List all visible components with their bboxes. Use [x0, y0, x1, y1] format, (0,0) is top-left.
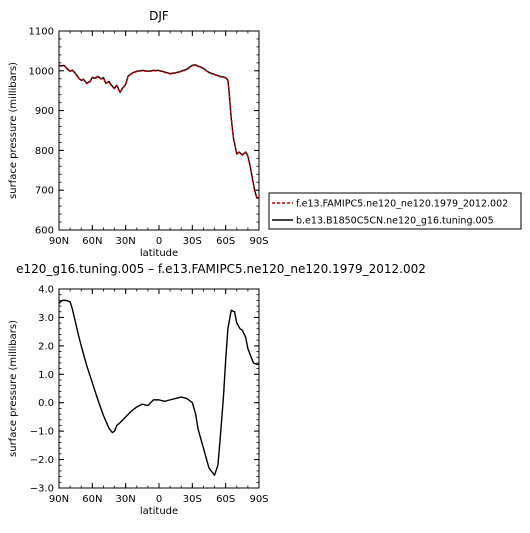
y-tick-label-1-0: −3.0 [30, 484, 54, 495]
x-tick-label-1-4: 30S [183, 494, 202, 505]
x-tick-label-1-1: 60N [82, 494, 102, 505]
legend-box [268, 192, 522, 230]
x-tick-label-0-1: 60N [82, 236, 102, 247]
y-tick-label-0-5: 1100 [29, 27, 54, 38]
x-axis-label-0: latitude [140, 248, 178, 259]
y-tick-label-0-2: 800 [35, 146, 54, 157]
x-tick-label-0-3: 0 [156, 236, 162, 247]
y-tick-label-0-0: 600 [35, 226, 54, 237]
chart-title-0: DJF [149, 9, 169, 23]
y-tick-label-0-1: 700 [35, 186, 54, 197]
x-tick-label-0-0: 90N [49, 236, 69, 247]
x-tick-label-0-5: 60S [216, 236, 235, 247]
legend-label-1: b.e13.B1850C5CN.ne120_g16.tuning.005 [296, 216, 494, 227]
x-tick-label-0-4: 30S [183, 236, 202, 247]
x-tick-label-1-5: 60S [216, 494, 235, 505]
x-tick-label-0-6: 90S [249, 236, 268, 247]
x-tick-label-1-3: 0 [156, 494, 162, 505]
y-axis-label-1: surface pressure (millibars) [8, 320, 19, 457]
y-tick-label-1-4: 1.0 [38, 370, 54, 381]
y-tick-label-1-7: 4.0 [38, 285, 54, 296]
y-tick-label-0-3: 900 [35, 106, 54, 117]
y-tick-label-0-4: 1000 [29, 66, 54, 77]
y-tick-label-1-1: −2.0 [30, 455, 54, 466]
x-axis-label-1: latitude [140, 506, 178, 517]
plot-frame-0 [58, 30, 260, 231]
x-tick-label-1-2: 30N [116, 494, 136, 505]
y-tick-label-1-3: 0.0 [38, 398, 54, 409]
x-tick-label-0-2: 30N [116, 236, 136, 247]
y-tick-label-1-6: 3.0 [38, 313, 54, 324]
y-tick-label-1-2: −1.0 [30, 427, 54, 438]
y-axis-label-0: surface pressure (millibars) [8, 62, 19, 199]
series-line-0-1 [59, 64, 259, 199]
x-tick-label-1-6: 90S [249, 494, 268, 505]
chart-title-1: e120_g16.tuning.005 – f.e13.FAMIPC5.ne12… [16, 262, 426, 276]
y-tick-label-1-5: 2.0 [38, 341, 54, 352]
series-line-1-0 [58, 299, 259, 476]
legend-label-0: f.e13.FAMIPC5.ne120_ne120.1979_2012.002 [296, 199, 508, 210]
x-tick-label-1-0: 90N [49, 494, 69, 505]
series-line-0-0 [59, 64, 259, 199]
